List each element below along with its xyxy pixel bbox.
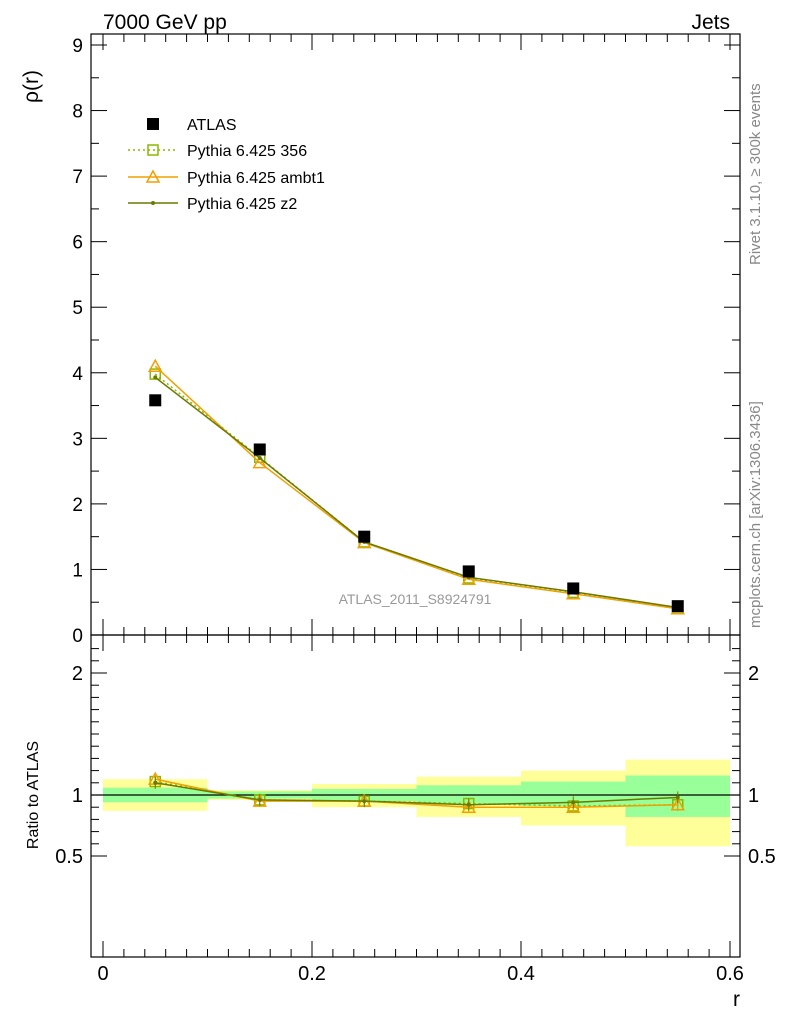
main-series-atlas-point	[253, 443, 266, 456]
mcplots-label: mcplots.cern.ch [arXiv:1306.3436]	[747, 401, 764, 628]
legend-label: Pythia 6.425 ambt1	[187, 170, 325, 187]
ratio-series-pythia-6-425-z2-line	[155, 782, 678, 806]
main-series-pythia-6-425-z2-point	[257, 456, 262, 460]
ratio-y-tick-label-right: 1	[748, 785, 759, 807]
ratio-panel: 0 0.2 0.4 0.6 0.5 0.5 1 1 2 2	[55, 634, 776, 985]
main-y-tick-label: 6	[72, 233, 83, 254]
legend-marker	[145, 169, 161, 183]
main-series-pythia-6-425-ambt1-point	[461, 571, 477, 586]
main-series-atlas-point	[671, 600, 684, 613]
main-y-tick-label: 8	[72, 102, 83, 123]
legend-label: ATLAS	[187, 117, 237, 134]
x-axis-label: r	[733, 988, 740, 1011]
main-series-atlas-point	[149, 394, 162, 407]
main-series-pythia-6-425-356-line	[154, 373, 678, 609]
main-series-pythia-6-425-ambt1-point	[147, 358, 163, 372]
main-series-atlas-point	[567, 582, 580, 595]
x-tick-label: 0.6	[716, 963, 744, 985]
x-tick-label: 0	[97, 963, 108, 985]
main-y-tick-label: 7	[72, 167, 83, 188]
main-y-tick-label: 0	[72, 626, 83, 647]
ratio-y-axis-label: Ratio to ATLAS	[25, 741, 42, 849]
main-y-tick-label: 3	[72, 429, 83, 450]
header-right-title: Jets	[691, 11, 730, 34]
legend-marker	[147, 144, 159, 156]
main-series-pythia-6-425-ambt1-line	[154, 365, 678, 610]
rivet-label: Rivet 3.1.10, ≥ 300k events	[747, 83, 764, 265]
main-panel: 0 1 2 3 4 5 6 7 8 9	[72, 33, 741, 647]
main-series-pythia-6-425-z2-point	[153, 375, 158, 380]
ratio-band-inner	[416, 785, 521, 804]
x-tick-label: 0.4	[507, 963, 535, 985]
main-series-atlas-point	[358, 530, 371, 543]
main-y-tick-label: 2	[72, 495, 83, 516]
main-y-tick-label: 5	[72, 298, 83, 319]
main-series-atlas-point	[462, 565, 475, 578]
ratio-y-tick-label-right: 2	[748, 663, 759, 685]
legend-label: Pythia 6.425 356	[187, 143, 307, 160]
legend: ATLAS Pythia 6.425 356 Pythia 6.425 ambt1 P…	[128, 117, 325, 213]
ratio-y-tick-label: 1	[72, 785, 83, 807]
ratio-y-tick-label: 2	[72, 663, 83, 685]
main-y-tick-label: 4	[72, 364, 83, 385]
main-series-pythia-6-425-z2-line	[154, 376, 678, 609]
ratio-y-tick-label-right: 0.5	[748, 846, 776, 868]
ratio-y-tick-label: 0.5	[55, 846, 83, 868]
legend-marker	[151, 201, 155, 205]
analysis-label: ATLAS_2011_S8924791	[339, 591, 492, 607]
main-series-pythia-6-425-ambt1-point	[252, 455, 268, 469]
main-y-axis-label: ρ(r)	[20, 70, 43, 103]
ratio-frame	[90, 634, 741, 958]
header-left-title: 7000 GeV pp	[103, 11, 227, 34]
legend-label: Pythia 6.425 z2	[187, 196, 297, 213]
main-y-tick-label: 9	[72, 36, 83, 57]
legend-marker	[147, 118, 159, 130]
x-tick-label: 0.2	[298, 963, 326, 985]
main-y-tick-label: 1	[72, 560, 83, 581]
